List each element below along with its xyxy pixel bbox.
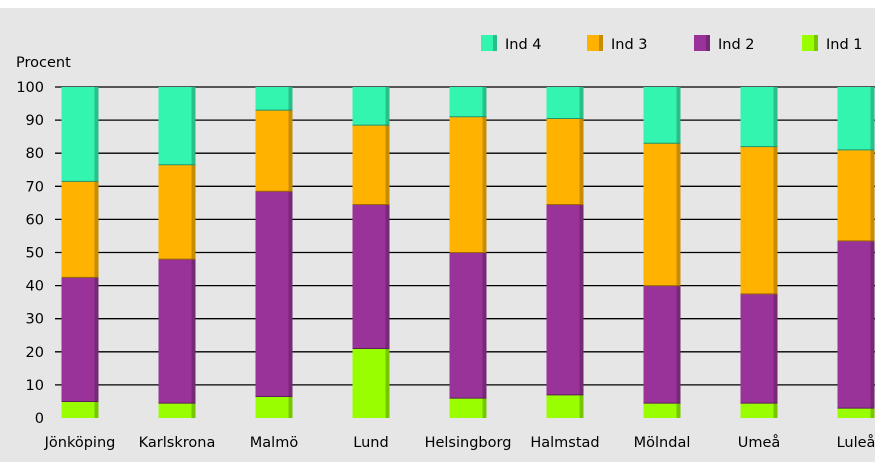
bar-segment-ind-4 xyxy=(255,87,293,111)
bar-segment-ind-2 xyxy=(158,259,196,404)
y-tick-label: 30 xyxy=(26,312,44,328)
bar-segment-ind-1 xyxy=(61,401,99,418)
bar-segment-ind-1 xyxy=(740,403,778,418)
legend: Ind 4 Ind 3 Ind 2 Ind 1 xyxy=(481,35,863,53)
y-tick-label: 50 xyxy=(26,246,44,262)
y-tick-label: 90 xyxy=(26,113,44,129)
bars xyxy=(61,87,875,418)
bar-segment-ind-3 xyxy=(837,149,875,242)
bar-segment-ind-1 xyxy=(449,398,487,418)
bar-segment-ind-2 xyxy=(61,277,99,402)
x-category-label: Lund xyxy=(353,435,388,451)
y-tick-label: 70 xyxy=(26,179,44,195)
bar-segment-ind-4 xyxy=(158,87,196,166)
bar-segment-ind-2 xyxy=(449,252,487,399)
bar-segment-ind-1 xyxy=(352,348,390,418)
bar-segment-ind-3 xyxy=(740,146,778,295)
y-axis-ticks: 0 10 20 30 40 50 60 70 80 90 100 xyxy=(16,80,44,427)
y-tick-label: 100 xyxy=(16,80,44,96)
x-category-label: Umeå xyxy=(738,434,781,451)
bar-segment-ind-3 xyxy=(643,143,681,287)
y-tick-label: 80 xyxy=(26,146,44,162)
bar-segment-ind-3 xyxy=(61,181,99,278)
y-tick-label: 20 xyxy=(26,345,44,361)
x-category-label: Malmö xyxy=(250,435,299,451)
legend-label: Ind 4 xyxy=(505,37,542,53)
bar-segment-ind-4 xyxy=(643,87,681,144)
bar-segment-ind-2 xyxy=(255,191,293,397)
y-tick-label: 60 xyxy=(26,212,44,228)
bar-segment-ind-1 xyxy=(255,396,293,418)
chart-background xyxy=(0,8,875,462)
legend-item: Ind 3 xyxy=(587,35,648,53)
legend-label: Ind 2 xyxy=(718,37,755,53)
bar-segment-ind-1 xyxy=(837,408,875,418)
x-category-label: Halmstad xyxy=(530,435,599,451)
bar-segment-ind-2 xyxy=(740,293,778,404)
legend-label: Ind 1 xyxy=(826,37,863,53)
legend-item: Ind 2 xyxy=(694,35,755,53)
x-axis-labels: Jönköping Karlskrona Malmö Lund Helsingborg H… xyxy=(44,434,875,451)
bar-segment-ind-4 xyxy=(740,87,778,148)
bar-segment-ind-4 xyxy=(546,87,584,119)
bar-segment-ind-2 xyxy=(643,285,681,404)
y-tick-label: 0 xyxy=(35,411,44,427)
bar-segment-ind-3 xyxy=(449,116,487,253)
y-tick-label: 10 xyxy=(26,378,44,394)
x-category-label: Jönköping xyxy=(44,435,116,451)
x-category-label: Mölndal xyxy=(634,435,691,451)
bar-segment-ind-3 xyxy=(158,164,196,260)
bar-segment-ind-4 xyxy=(61,87,99,182)
x-category-label: Helsingborg xyxy=(425,435,512,451)
bar-segment-ind-2 xyxy=(546,204,584,396)
legend-label: Ind 3 xyxy=(611,37,648,53)
legend-item: Ind 4 xyxy=(481,35,542,53)
bar-segment-ind-2 xyxy=(837,240,875,409)
x-category-label: Karlskrona xyxy=(139,435,216,451)
bar-segment-ind-4 xyxy=(837,87,875,151)
bar-segment-ind-3 xyxy=(546,118,584,206)
legend-item: Ind 1 xyxy=(802,35,863,53)
bar-segment-ind-4 xyxy=(449,87,487,118)
bar-segment-ind-3 xyxy=(255,110,293,192)
bar-segment-ind-3 xyxy=(352,125,390,206)
y-tick-label: 40 xyxy=(26,279,44,295)
x-category-label: Luleå xyxy=(837,434,875,451)
y-axis-title: Procent xyxy=(16,55,71,71)
bar-segment-ind-4 xyxy=(352,87,390,126)
bar-segment-ind-1 xyxy=(643,403,681,418)
bar-segment-ind-2 xyxy=(352,204,390,349)
bar-segment-ind-1 xyxy=(158,403,196,418)
bar-segment-ind-1 xyxy=(546,394,584,418)
